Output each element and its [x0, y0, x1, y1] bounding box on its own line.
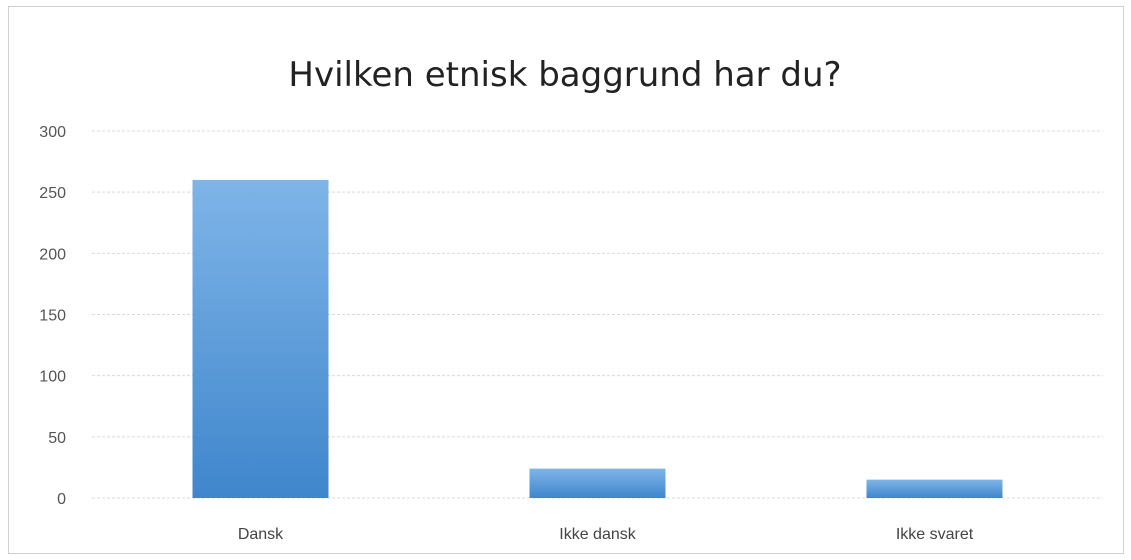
- y-tick-label: 200: [39, 246, 66, 263]
- x-axis-labels: Dansk Ikke dansk Ikke svaret: [238, 526, 974, 543]
- bars: [192, 179, 1003, 498]
- bar-ikke-dansk: [529, 468, 666, 498]
- bar-ikke-svaret: [866, 479, 1003, 498]
- x-category-label: Ikke dansk: [559, 526, 636, 543]
- x-category-label: Ikke svaret: [896, 526, 974, 543]
- y-tick-label: 100: [39, 369, 66, 386]
- y-tick-label: 300: [39, 124, 66, 141]
- y-axis-ticks: 0 50 100 150 200 250 300: [39, 124, 66, 508]
- y-tick-label: 150: [39, 308, 66, 325]
- y-tick-label: 250: [39, 185, 66, 202]
- y-tick-label: 50: [48, 430, 66, 447]
- y-tick-label: 0: [57, 491, 66, 508]
- chart-title: Hvilken etnisk baggrund har du?: [288, 55, 841, 95]
- x-category-label: Dansk: [238, 526, 284, 543]
- bar-dansk: [192, 179, 329, 498]
